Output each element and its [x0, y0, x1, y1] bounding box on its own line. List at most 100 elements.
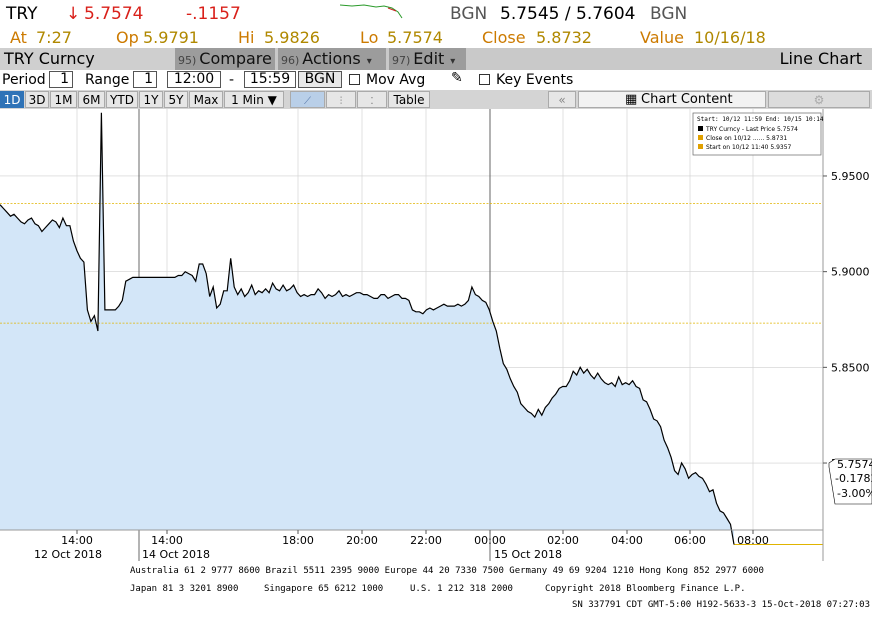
reference-lines	[0, 202, 823, 546]
period-row: Period 1 Range 1 12:00 - 15:59 BGN Mov A…	[0, 70, 872, 90]
date-label: 12 Oct 2018	[34, 548, 102, 561]
legend-box	[692, 112, 822, 156]
collapse-button[interactable]: «	[548, 91, 576, 108]
x-tick-label: 14:00	[151, 534, 183, 547]
down-arrow-icon: ↓	[66, 4, 81, 24]
range-1d-button[interactable]: 1D	[0, 91, 24, 108]
open-value: 5.9791	[143, 28, 199, 47]
period-label: Period	[2, 72, 46, 88]
settings-button[interactable]: ⚙	[768, 91, 870, 108]
open-label: Op	[116, 28, 139, 47]
x-tick-label: 02:00	[547, 534, 579, 547]
value-date: 10/16/18	[694, 28, 766, 47]
actions-label: Actions	[302, 49, 361, 68]
actions-num: 96)	[281, 54, 300, 67]
compare-label: Compare	[199, 49, 272, 68]
last-value-label: 5.7574	[837, 458, 872, 471]
pen-icon[interactable]: ✎	[451, 70, 463, 86]
legend-last: TRY Curncy - Last Price 5.7574	[705, 126, 798, 133]
at-label: At	[10, 28, 27, 47]
key-events-checkbox[interactable]	[479, 74, 490, 85]
actions-dropdown-icon: ▾	[366, 56, 372, 67]
quote-details: At 7:27 Op 5.9791 Hi 5.9826 Lo 5.7574 Cl…	[0, 28, 872, 48]
range-1m-button[interactable]: 1M	[50, 91, 77, 108]
range-input[interactable]: 1	[133, 71, 157, 88]
high-label: Hi	[238, 28, 255, 47]
bar-mode-button[interactable]: ⫶	[326, 91, 356, 108]
line-mode-button[interactable]: ⟋	[290, 91, 325, 108]
time-dash: -	[229, 72, 235, 88]
compare-num: 95)	[178, 54, 197, 67]
date-label: 14 Oct 2018	[142, 548, 210, 561]
change-pct-label: -3.00%	[837, 487, 872, 500]
quote-bar: TRY ↓ 5.7574 -.1157 BGN 5.7545 / 5.7604 …	[0, 0, 872, 28]
range-max-button[interactable]: Max	[189, 91, 223, 108]
x-tick-label: 04:00	[611, 534, 643, 547]
sparkline	[340, 4, 403, 19]
x-tick-label: 20:00	[346, 534, 378, 547]
range-ytd-button[interactable]: YTD	[106, 91, 138, 108]
price-area	[0, 112, 734, 545]
source-button[interactable]: BGN	[298, 71, 342, 88]
range-3d-button[interactable]: 3D	[25, 91, 49, 108]
at-value: 7:27	[36, 28, 72, 47]
legend-start: Start on 10/12 11:40 5.9357	[706, 144, 792, 151]
x-axis-ticks: 14:00 14:00 18:00 20:00 22:00 00:00 02:00 04:00…	[34, 530, 769, 561]
y-tick-label: 5.9500	[831, 170, 870, 183]
range-1y-button[interactable]: 1Y	[139, 91, 163, 108]
legend-swatch-start	[698, 144, 703, 149]
date-label: 15 Oct 2018	[494, 548, 562, 561]
footer-japan: Japan 81 3 3201 8900	[130, 584, 239, 594]
edit-button[interactable]: 97) Edit ▾	[389, 48, 466, 70]
x-tick-label: 18:00	[282, 534, 314, 547]
last-price: 5.7574	[84, 4, 144, 24]
ask-source: BGN	[650, 4, 688, 24]
candle-icon: ⁚	[370, 96, 374, 107]
footer-us: U.S. 1 212 318 2000	[410, 584, 513, 594]
x-tick-label: 22:00	[410, 534, 442, 547]
y-tick-label: 5.8500	[831, 361, 870, 374]
legend-swatch-last	[698, 126, 703, 131]
mov-avg-label: Mov Avg	[366, 72, 426, 88]
last-value-box	[828, 458, 872, 505]
range-toolbar: 1D 3D 1M 6M YTD 1Y 5Y Max 1 Min ▼ ⟋ ⫶ ⁚ …	[0, 90, 872, 109]
menu-bar: TRY Curncy 95) Compare 96) Actions ▾ 97) Edi…	[0, 48, 872, 70]
footer-copyright: Copyright 2018 Bloomberg Finance L.P.	[545, 584, 746, 594]
period-input[interactable]: 1	[49, 71, 73, 88]
security-title: TRY Curncy	[0, 48, 192, 70]
footer-singapore: Singapore 65 6212 1000	[264, 584, 384, 594]
chart-content-label: Chart Content	[641, 92, 733, 107]
range-6m-button[interactable]: 6M	[78, 91, 105, 108]
chart-content-button[interactable]: ▦ Chart Content	[578, 91, 766, 108]
price-line	[0, 112, 735, 545]
start-time-input[interactable]: 12:00	[167, 71, 221, 88]
x-tick-label: 14:00	[61, 534, 93, 547]
actions-button[interactable]: 96) Actions ▾	[278, 48, 386, 70]
low-value: 5.7574	[387, 28, 443, 47]
chart-icon: ▦	[625, 92, 638, 107]
change-value-label: -0.1782	[835, 472, 872, 485]
high-value: 5.9826	[264, 28, 320, 47]
y-tick-label: 5.9000	[831, 266, 870, 279]
edit-label: Edit	[413, 49, 445, 68]
candle-mode-button[interactable]: ⁚	[357, 91, 387, 108]
mov-avg-checkbox[interactable]	[349, 74, 360, 85]
interval-dropdown[interactable]: 1 Min ▼	[224, 91, 284, 108]
range-5y-button[interactable]: 5Y	[164, 91, 188, 108]
ticker: TRY	[6, 4, 38, 24]
table-button[interactable]: Table	[388, 91, 430, 108]
legend-swatch-close	[698, 135, 703, 140]
chart-type-label: Line Chart	[779, 49, 862, 68]
bid-ask: 5.7545 / 5.7604	[500, 4, 636, 24]
footer-phones-1: Australia 61 2 9777 8600 Brazil 5511 239…	[130, 566, 764, 576]
value-label: Value	[640, 28, 684, 47]
legend-close: Close on 10/12 ...... 5.8731	[706, 135, 787, 142]
bid-source: BGN	[450, 4, 488, 24]
end-time-input[interactable]: 15:59	[244, 71, 296, 88]
compare-button[interactable]: 95) Compare	[175, 48, 275, 70]
edit-num: 97)	[392, 54, 411, 67]
close-label: Close	[482, 28, 526, 47]
x-tick-label: 06:00	[674, 534, 706, 547]
line-chart-icon: ⟋	[304, 96, 311, 107]
